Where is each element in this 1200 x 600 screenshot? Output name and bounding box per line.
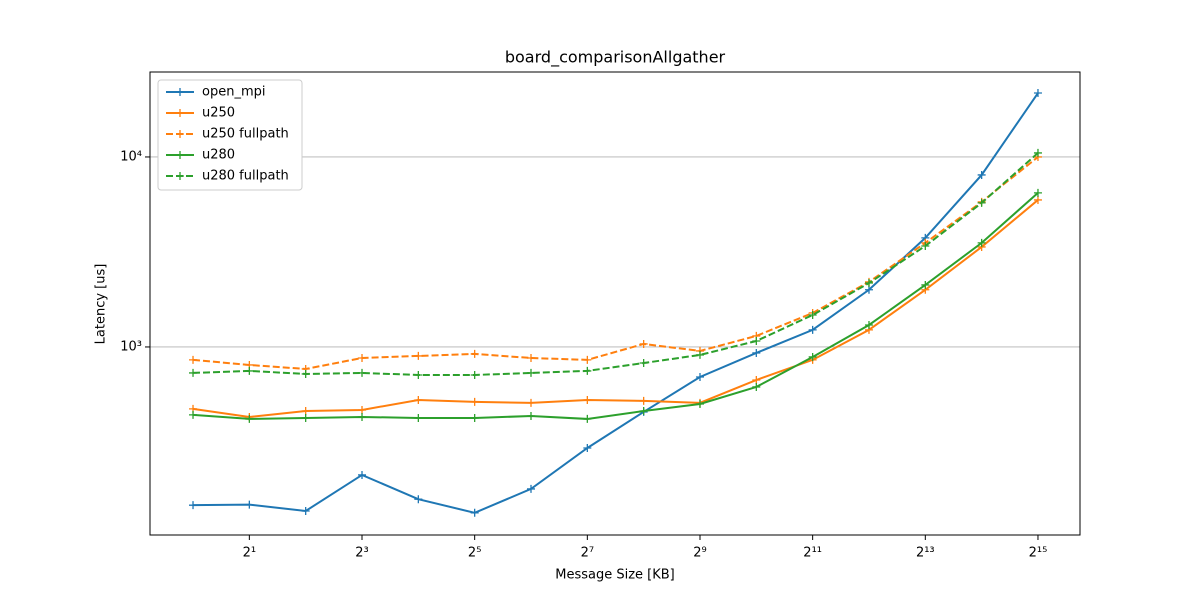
legend-marker bbox=[176, 130, 184, 138]
marker bbox=[526, 368, 535, 377]
marker bbox=[301, 506, 310, 515]
marker bbox=[245, 414, 254, 423]
marker bbox=[808, 311, 817, 319]
marker bbox=[189, 355, 198, 364]
marker bbox=[470, 397, 479, 406]
plot-frame bbox=[149, 71, 1081, 536]
x-tick-label: 2¹ bbox=[243, 546, 256, 561]
marker bbox=[695, 399, 704, 408]
x-tick-label: 2⁷ bbox=[581, 546, 594, 561]
y-tick-label: 10⁴ bbox=[120, 149, 142, 164]
legend-label: u280 bbox=[202, 148, 235, 163]
marker bbox=[470, 349, 479, 358]
marker bbox=[470, 413, 479, 422]
x-tick-label: 2¹³ bbox=[916, 546, 935, 561]
marker bbox=[470, 370, 479, 379]
legend-label: open_mpi bbox=[202, 85, 265, 100]
marker bbox=[808, 352, 817, 361]
marker bbox=[639, 359, 648, 368]
legend-label: u250 bbox=[202, 106, 235, 121]
legend-marker bbox=[176, 88, 184, 96]
marker bbox=[639, 339, 648, 348]
x-tick-label: 2⁹ bbox=[693, 546, 706, 561]
chart-title: board_comparisonAllgather bbox=[505, 48, 726, 68]
legend-label: u250 fullpath bbox=[202, 127, 289, 142]
marker bbox=[358, 405, 367, 414]
legend-marker bbox=[176, 109, 184, 117]
marker bbox=[583, 443, 592, 452]
marker bbox=[1033, 89, 1042, 98]
marker bbox=[864, 285, 873, 294]
series-line bbox=[192, 152, 1039, 376]
marker bbox=[1033, 195, 1042, 204]
marker bbox=[189, 501, 198, 510]
marker bbox=[414, 495, 423, 504]
y-axis-label: Latency [us] bbox=[94, 264, 109, 345]
marker bbox=[414, 413, 423, 422]
marker bbox=[189, 410, 198, 419]
marker bbox=[583, 414, 592, 423]
marker bbox=[189, 368, 198, 377]
marker bbox=[358, 368, 367, 377]
x-tick-label: 2¹¹ bbox=[803, 546, 822, 561]
marker bbox=[921, 280, 930, 289]
marker bbox=[358, 412, 367, 421]
series-line bbox=[192, 156, 1039, 370]
marker bbox=[1033, 188, 1042, 197]
marker bbox=[752, 382, 761, 391]
marker bbox=[695, 372, 704, 381]
x-tick-label: 2³ bbox=[355, 546, 368, 561]
marker bbox=[695, 350, 704, 359]
marker bbox=[301, 413, 310, 422]
marker bbox=[639, 407, 648, 416]
marker bbox=[414, 351, 423, 360]
marker bbox=[358, 470, 367, 479]
marker bbox=[245, 366, 254, 375]
legend-marker bbox=[176, 172, 184, 180]
marker bbox=[977, 198, 986, 207]
marker bbox=[245, 500, 254, 509]
series-line bbox=[192, 199, 1039, 418]
marker bbox=[583, 355, 592, 364]
x-tick-label: 2⁵ bbox=[468, 546, 481, 561]
legend-label: u280 fullpath bbox=[202, 169, 289, 184]
series-line bbox=[192, 192, 1039, 420]
marker bbox=[583, 395, 592, 404]
marker bbox=[414, 395, 423, 404]
series-line bbox=[193, 92, 1039, 514]
marker bbox=[752, 376, 761, 385]
marker bbox=[752, 348, 761, 357]
legend-marker bbox=[176, 151, 184, 159]
marker bbox=[864, 320, 873, 329]
legend-box bbox=[157, 79, 303, 191]
marker bbox=[470, 508, 479, 517]
marker bbox=[301, 369, 310, 378]
marker bbox=[921, 241, 930, 250]
marker bbox=[639, 396, 648, 405]
marker bbox=[526, 412, 535, 421]
y-tick-label: 10³ bbox=[120, 339, 142, 354]
marker bbox=[977, 170, 986, 179]
marker bbox=[752, 336, 761, 345]
marker bbox=[526, 353, 535, 362]
marker bbox=[1033, 148, 1042, 157]
x-axis-label: Message Size [KB] bbox=[555, 568, 675, 583]
marker bbox=[864, 279, 873, 288]
marker bbox=[977, 238, 986, 247]
marker bbox=[808, 325, 817, 334]
x-tick-label: 2¹⁵ bbox=[1029, 546, 1048, 561]
marker bbox=[358, 353, 367, 362]
marker bbox=[526, 484, 535, 493]
marker bbox=[301, 407, 310, 416]
marker bbox=[583, 366, 592, 375]
marker bbox=[414, 370, 423, 379]
marker bbox=[526, 398, 535, 407]
